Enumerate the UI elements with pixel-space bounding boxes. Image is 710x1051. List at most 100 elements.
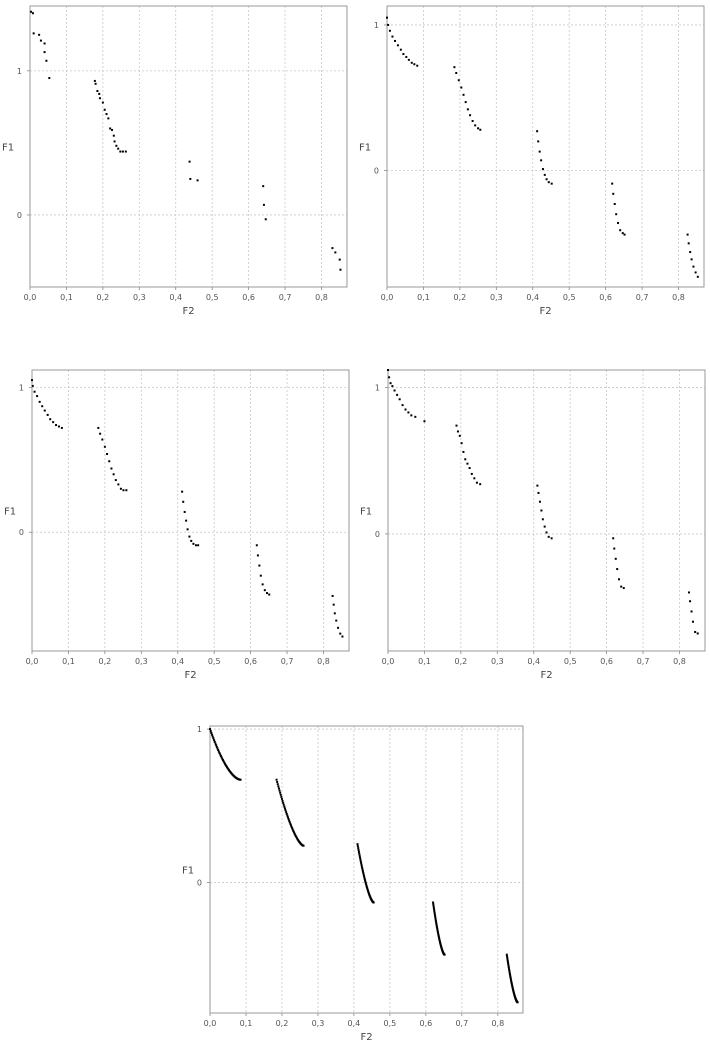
data-point (469, 114, 472, 117)
data-point (510, 980, 513, 983)
data-point (611, 182, 614, 185)
data-point (510, 983, 513, 986)
chart-panel-5: 0,0 0,1 0,2 0,3 0,4 0,5 0,6 0,7 0,8 0 1 F2 F1 (178, 718, 533, 1047)
data-point (117, 483, 120, 486)
data-point (43, 409, 46, 412)
x-tick-label: 0,3 (490, 293, 503, 302)
x-tick-label: 0,3 (133, 293, 146, 302)
data-point (277, 787, 280, 790)
data-point (283, 805, 286, 808)
data-point (365, 884, 368, 887)
data-point (280, 795, 283, 798)
data-point (217, 750, 220, 753)
data-point (687, 591, 690, 594)
chart-3: 0,0 0,1 0,2 0,3 0,4 0,5 0,6 0,7 0,8 0 1 F2 F1 (4, 369, 350, 681)
data-point (268, 593, 271, 596)
data-point (394, 39, 397, 42)
data-point (119, 487, 122, 490)
data-point (52, 421, 55, 424)
data-point (413, 63, 416, 66)
data-point (279, 791, 282, 794)
data-point (365, 886, 368, 889)
data-point (694, 271, 697, 274)
data-point (455, 71, 458, 74)
data-point (438, 940, 441, 943)
data-point (96, 90, 99, 93)
data-point (479, 128, 482, 131)
data-point (613, 203, 616, 206)
data-point (357, 850, 360, 853)
x-tick-label: 0,3 (491, 657, 504, 666)
data-point (398, 398, 401, 401)
data-point (507, 966, 510, 969)
data-point (509, 974, 512, 977)
data-point (239, 778, 242, 781)
data-point (213, 739, 216, 742)
data-point (217, 749, 220, 752)
data-point (364, 879, 367, 882)
data-point (188, 160, 191, 163)
x-tick-label: 0,0 (382, 657, 395, 666)
data-point (433, 911, 436, 914)
data-point (473, 477, 476, 480)
data-point (437, 936, 440, 939)
data-point (113, 140, 116, 143)
data-point (434, 918, 437, 921)
data-point (537, 140, 540, 143)
data-point (550, 182, 553, 185)
data-point (612, 537, 615, 540)
data-point (437, 933, 440, 936)
data-point (506, 958, 509, 961)
data-point (508, 973, 511, 976)
x-axis-label: F2 (539, 306, 551, 317)
data-point (511, 986, 514, 989)
data-point (541, 168, 544, 171)
data-point (367, 891, 370, 894)
data-point (366, 889, 369, 892)
data-point (286, 814, 289, 817)
data-point (221, 757, 224, 760)
x-tick-label: 0,5 (563, 293, 576, 302)
data-point (386, 16, 388, 19)
data-point (31, 379, 33, 382)
data-point (276, 783, 279, 786)
y-axis-label: F1 (182, 866, 194, 877)
x-tick-label: 0,0 (24, 293, 37, 302)
data-point (263, 589, 266, 592)
data-point (57, 425, 60, 428)
data-point (266, 592, 269, 595)
data-point (339, 268, 342, 271)
data-point (547, 535, 550, 538)
data-point (258, 564, 261, 567)
data-point (470, 472, 473, 475)
data-point (364, 880, 367, 883)
data-point (506, 955, 509, 958)
data-point (439, 942, 442, 945)
y-tick-label: 1 (19, 383, 24, 392)
data-point (509, 977, 512, 980)
data-point (286, 816, 289, 819)
data-point (290, 825, 293, 828)
data-point (538, 150, 541, 153)
data-point (220, 756, 223, 759)
data-point (618, 578, 621, 581)
data-point (388, 376, 391, 379)
data-point (541, 518, 544, 521)
data-point (687, 242, 690, 245)
data-point (32, 32, 35, 35)
data-point (508, 971, 511, 974)
plot-area (210, 726, 523, 1013)
data-point (508, 970, 511, 973)
data-point (402, 53, 405, 56)
data-point (256, 554, 259, 557)
data-point (282, 801, 285, 804)
data-point (393, 389, 396, 392)
data-point (460, 86, 463, 89)
plot-frame (29, 5, 348, 288)
y-tick-label: 1 (17, 67, 22, 76)
data-point (689, 600, 692, 603)
data-point (404, 408, 407, 411)
y-tick-label: 1 (374, 21, 379, 30)
data-point (361, 866, 364, 869)
data-point (543, 173, 546, 176)
